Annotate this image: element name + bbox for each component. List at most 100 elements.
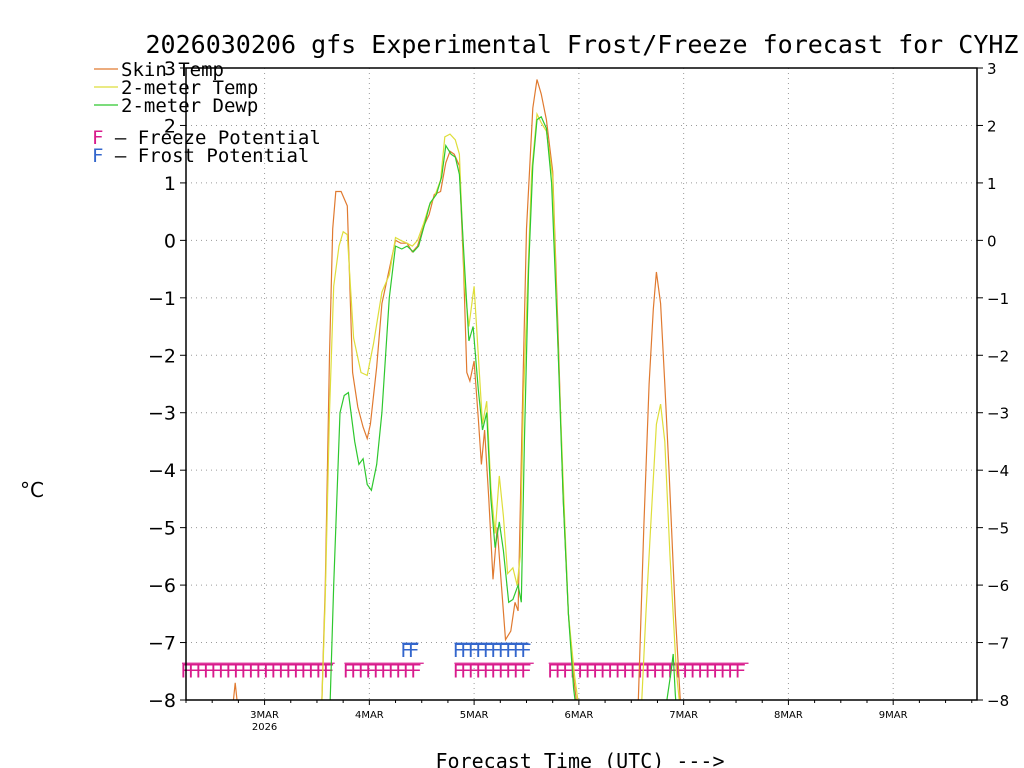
y-tick-label: −1 xyxy=(148,288,176,310)
freeze-potential-flag: F xyxy=(460,660,471,682)
y-tick-label: 3 xyxy=(164,58,176,80)
frost-potential-flag: F xyxy=(453,640,464,662)
freeze-potential-flag: F xyxy=(410,660,421,682)
x-tick-label: 9MAR xyxy=(879,710,908,721)
freeze-potential-flag: F xyxy=(727,660,738,682)
freeze-potential-flag: F xyxy=(300,660,311,682)
frost-potential-flag: F xyxy=(498,640,509,662)
series-line-skin-temp xyxy=(232,79,681,700)
freeze-potential-flag: F xyxy=(188,660,199,682)
freeze-potential-flag: F xyxy=(704,660,715,682)
freeze-potential-flag: F xyxy=(689,660,700,682)
x-tick-label: 7MAR xyxy=(669,710,698,721)
legend-flag-label: – Frost Potential xyxy=(103,145,309,167)
y-tick-label: 2 xyxy=(164,115,176,137)
freeze-potential-flag: F xyxy=(562,660,573,682)
freeze-potential-flag: F xyxy=(343,660,354,682)
freeze-potential-flag: F xyxy=(614,660,625,682)
x-tick-label: 8MAR xyxy=(774,710,803,721)
freeze-potential-flag: F xyxy=(483,660,494,682)
y-tick-label: −4 xyxy=(148,460,176,482)
freeze-potential-flag: F xyxy=(403,660,414,682)
x-tick-sublabel: 2026 xyxy=(252,722,277,733)
freeze-potential-flag: F xyxy=(255,660,266,682)
y-tick-label: −5 xyxy=(148,518,176,540)
frost-potential-flag: F xyxy=(520,640,531,662)
freeze-potential-flag: F xyxy=(505,660,516,682)
freeze-potential-flag: F xyxy=(315,660,326,682)
legend-label-2-meter-dewp: 2-meter Dewp xyxy=(121,95,258,117)
y-tick-label: 0 xyxy=(164,230,176,252)
freeze-potential-flag: F xyxy=(490,660,501,682)
chart-title: 2026030206 gfs Experimental Frost/Freeze… xyxy=(146,30,1019,59)
freeze-potential-flag: F xyxy=(293,660,304,682)
freeze-potential-flag: F xyxy=(498,660,509,682)
freeze-potential-flag: F xyxy=(350,660,361,682)
freeze-potential-flag: F xyxy=(659,660,670,682)
legend-label-skin-temp: Skin Temp xyxy=(121,59,224,81)
frost-potential-flag: F xyxy=(400,640,411,662)
y-tick-label-right: −2 xyxy=(987,347,1009,365)
legend-flag-letter: F xyxy=(92,127,103,149)
y-tick-label: −6 xyxy=(148,575,176,597)
freeze-potential-flag: F xyxy=(285,660,296,682)
legend-flag-label: – Freeze Potential xyxy=(103,127,320,149)
legend-label-2-meter-temp: 2-meter Temp xyxy=(121,77,258,99)
y-tick-label-right: −4 xyxy=(987,462,1009,480)
y-tick-label-right: −6 xyxy=(987,577,1009,595)
freeze-potential-flag: F xyxy=(697,660,708,682)
freeze-potential-flag: F xyxy=(682,660,693,682)
freeze-potential-flag: F xyxy=(547,660,558,682)
freeze-potential-flag: F xyxy=(388,660,399,682)
freeze-potential-flag: F xyxy=(644,660,655,682)
freeze-potential-flag: F xyxy=(607,660,618,682)
y-tick-label-right: 2 xyxy=(987,117,997,135)
x-tick-label: 6MAR xyxy=(564,710,593,721)
series-line-2-meter-temp xyxy=(321,111,680,700)
x-axis-label: Forecast Time (UTC) ---> xyxy=(436,749,725,768)
freeze-potential-flag: F xyxy=(323,660,334,682)
freeze-potential-flag: F xyxy=(225,660,236,682)
freeze-potential-flag: F xyxy=(468,660,479,682)
y-tick-label-right: 1 xyxy=(987,175,997,193)
y-tick-label-right: −5 xyxy=(987,520,1009,538)
freeze-potential-flag: F xyxy=(592,660,603,682)
x-tick-label: 5MAR xyxy=(460,710,489,721)
freeze-potential-flag: F xyxy=(308,660,319,682)
frost-potential-flag: F xyxy=(483,640,494,662)
freeze-potential-flag: F xyxy=(395,660,406,682)
y-tick-label-right: 3 xyxy=(987,60,997,78)
frost-potential-flag: F xyxy=(468,640,479,662)
y-tick-label: −3 xyxy=(148,403,176,425)
freeze-potential-flag: F xyxy=(674,660,685,682)
freeze-potential-flag: F xyxy=(734,660,745,682)
freeze-potential-flag: F xyxy=(203,660,214,682)
freeze-potential-flag: F xyxy=(652,660,663,682)
y-tick-label-right: −1 xyxy=(987,290,1009,308)
y-tick-label: −7 xyxy=(148,633,176,655)
freeze-potential-flag: F xyxy=(358,660,369,682)
legend-flag-entry: F – Frost Potential xyxy=(92,145,309,167)
freeze-potential-flag: F xyxy=(475,660,486,682)
freeze-potential-flag: F xyxy=(712,660,723,682)
freeze-potential-flag: F xyxy=(248,660,259,682)
freeze-potential-flag: F xyxy=(520,660,531,682)
freeze-potential-flag: F xyxy=(513,660,524,682)
freeze-potential-flag: F xyxy=(667,660,678,682)
legend-flag-letter: F xyxy=(92,145,103,167)
freeze-potential-flag: F xyxy=(719,660,730,682)
x-tick-label: 4MAR xyxy=(355,710,384,721)
frost-potential-flag: F xyxy=(505,640,516,662)
freeze-potential-flag: F xyxy=(240,660,251,682)
series-line-2-meter-dewp xyxy=(329,115,677,700)
freeze-potential-flag: F xyxy=(599,660,610,682)
plot-frame xyxy=(185,67,978,701)
freeze-potential-flag: F xyxy=(569,660,580,682)
freeze-potential-flag: F xyxy=(218,660,229,682)
frost-potential-flag: F xyxy=(475,640,486,662)
freeze-potential-flag: F xyxy=(233,660,244,682)
frost-potential-flag: F xyxy=(460,640,471,662)
freeze-potential-flag: F xyxy=(263,660,274,682)
